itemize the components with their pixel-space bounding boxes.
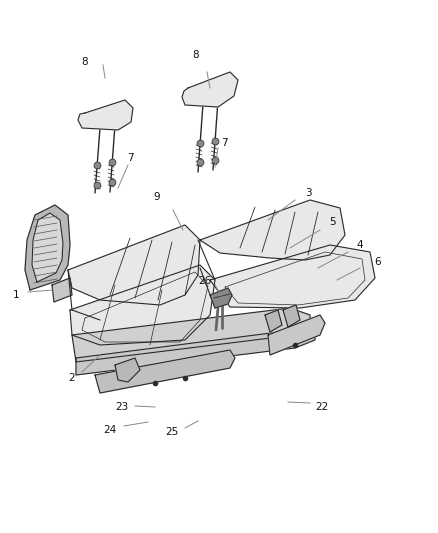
Text: 25: 25	[166, 427, 179, 437]
Text: 8: 8	[193, 50, 199, 60]
Polygon shape	[78, 100, 133, 130]
Polygon shape	[283, 305, 300, 327]
Polygon shape	[95, 350, 235, 393]
Text: 23: 23	[115, 402, 129, 412]
Polygon shape	[32, 213, 63, 282]
Polygon shape	[265, 310, 282, 332]
Polygon shape	[70, 265, 215, 345]
Polygon shape	[25, 205, 70, 290]
Text: 9: 9	[154, 192, 160, 202]
Polygon shape	[268, 315, 325, 355]
Text: 4: 4	[357, 240, 363, 250]
Text: 3: 3	[305, 188, 311, 198]
Text: 26: 26	[198, 276, 212, 286]
Text: 7: 7	[127, 153, 133, 163]
Text: 24: 24	[103, 425, 117, 435]
Polygon shape	[76, 328, 315, 375]
Polygon shape	[52, 278, 72, 302]
Text: 1: 1	[13, 290, 19, 300]
Polygon shape	[200, 200, 345, 260]
Polygon shape	[182, 72, 238, 107]
Text: 7: 7	[221, 138, 227, 148]
Polygon shape	[72, 308, 310, 362]
Text: 8: 8	[82, 57, 88, 67]
Polygon shape	[210, 288, 232, 308]
Text: 6: 6	[374, 257, 381, 267]
Polygon shape	[210, 245, 375, 308]
Text: 22: 22	[315, 402, 328, 412]
Polygon shape	[68, 225, 200, 305]
Text: 2: 2	[69, 373, 75, 383]
Text: 5: 5	[330, 217, 336, 227]
Polygon shape	[115, 358, 140, 382]
